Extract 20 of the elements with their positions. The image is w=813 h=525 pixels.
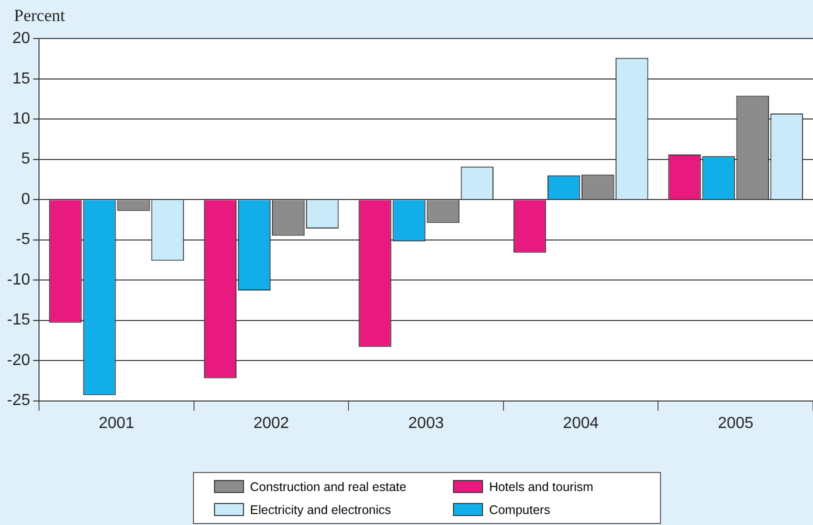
y-tick-label: 5 — [21, 150, 30, 168]
legend-label: Hotels and tourism — [489, 480, 594, 494]
x-tick-label: 2003 — [408, 414, 444, 432]
legend-label: Electricity and electronics — [250, 502, 392, 516]
x-tick-label: 2004 — [563, 414, 599, 432]
y-tick-label: -10 — [7, 271, 30, 288]
y-tick-label: -25 — [7, 392, 30, 410]
y-tick-label: 15 — [12, 70, 30, 88]
y-tick-label: -20 — [7, 352, 30, 369]
legend-label: Computers — [489, 502, 550, 516]
y-tick-label: -5 — [16, 231, 30, 248]
x-tick-label: 2002 — [253, 414, 290, 432]
legend-label: Construction and real estate — [250, 480, 406, 494]
y-tick-label: 0 — [21, 190, 30, 208]
y-tick-label: 10 — [12, 110, 30, 128]
y-axis-title: Percent — [14, 6, 65, 26]
x-tick-label: 2001 — [98, 414, 134, 432]
x-tick-label: 2005 — [718, 414, 754, 432]
y-tick-label: -15 — [7, 312, 30, 329]
y-tick-label: 20 — [12, 30, 30, 48]
